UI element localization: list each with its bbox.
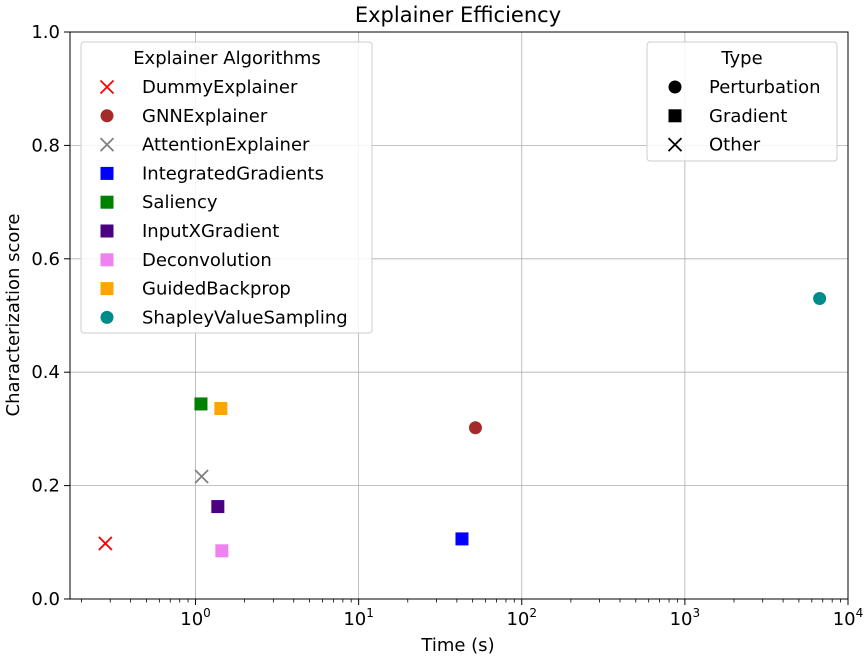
data-point-shapleyvaluesampling <box>813 291 827 305</box>
x-axis: 100 101 102 103 104 <box>81 599 864 630</box>
legend-marker <box>100 310 114 324</box>
legend-marker <box>99 79 115 95</box>
x-tick-label: 101 <box>343 606 374 630</box>
chart-title: Explainer Efficiency <box>355 3 561 27</box>
legend-marker-stroke-b <box>99 79 115 95</box>
x-tick-label: 103 <box>670 606 701 630</box>
data-point-guidedbackprop <box>214 401 228 415</box>
plot-area-frame <box>69 31 849 600</box>
data-points <box>98 291 827 558</box>
legend-label: GNNExplainer <box>142 106 268 127</box>
legend-label: ShapleyValueSampling <box>142 307 348 328</box>
x-tick-label: 102 <box>506 606 537 630</box>
legend-label: Deconvolution <box>142 250 272 271</box>
y-tick-label: 0.8 <box>31 135 60 156</box>
y-tick-label: 0.6 <box>31 249 60 270</box>
data-point-dummyexplainer-stroke-b <box>98 536 113 551</box>
legend-type-marker <box>668 109 682 123</box>
legend-algorithms-box <box>80 41 373 334</box>
legend-label: DummyExplainer <box>142 77 298 98</box>
x-tick-label: 100 <box>180 606 211 630</box>
legend-label: InputXGradient <box>142 221 279 242</box>
data-point-saliency <box>194 397 208 411</box>
legend-algorithms: Explainer Algorithms DummyExplainer GNNEx… <box>80 41 373 334</box>
legend-type-box <box>646 41 838 162</box>
x-tick-label: 104 <box>833 606 864 630</box>
data-point-attentionexplainer <box>194 469 209 484</box>
legend-algorithms-title: Explainer Algorithms <box>133 48 321 69</box>
y-tick-label: 0.2 <box>31 476 60 497</box>
legend-type: Type Perturbation Gradient Other <box>646 41 838 162</box>
data-point-attentionexplainer-stroke-b <box>194 469 209 484</box>
x-axis-label: Time (s) <box>420 635 494 656</box>
legend-type-title: Type <box>720 48 762 69</box>
legend-marker-stroke-b <box>99 137 115 152</box>
legend-marker <box>100 224 114 238</box>
y-tick-label: 1.0 <box>31 22 60 43</box>
data-point-integratedgradients <box>455 532 469 546</box>
legend-type-label: Gradient <box>709 106 787 127</box>
legend-label: IntegratedGradients <box>142 163 324 184</box>
legend-label: Saliency <box>142 192 218 213</box>
legend-type-marker <box>668 80 682 94</box>
legend-type-marker-stroke-b <box>667 137 683 152</box>
legend-type-label: Other <box>709 135 761 156</box>
data-point-inputxgradient <box>211 500 225 514</box>
legend-marker <box>100 253 114 267</box>
legend-marker <box>100 109 114 123</box>
data-point-deconvolution <box>215 544 229 558</box>
legend-label: GuidedBackprop <box>142 279 291 300</box>
legend-marker <box>99 137 115 152</box>
y-axis-label: Characterization score <box>3 214 24 417</box>
y-tick-label: 0.4 <box>31 362 60 383</box>
y-axis: 0.0 0.2 0.4 0.6 0.8 1.0 <box>31 22 70 610</box>
y-tick-label: 0.0 <box>31 589 60 610</box>
legend-label: AttentionExplainer <box>142 135 310 156</box>
data-point-gnnexplainer <box>468 421 482 435</box>
data-point-dummyexplainer <box>98 536 113 551</box>
legend-marker <box>100 166 114 180</box>
legend-marker <box>100 282 114 296</box>
legend-type-marker <box>667 137 683 152</box>
legend-marker <box>100 195 114 209</box>
legend-type-label: Perturbation <box>709 77 821 98</box>
